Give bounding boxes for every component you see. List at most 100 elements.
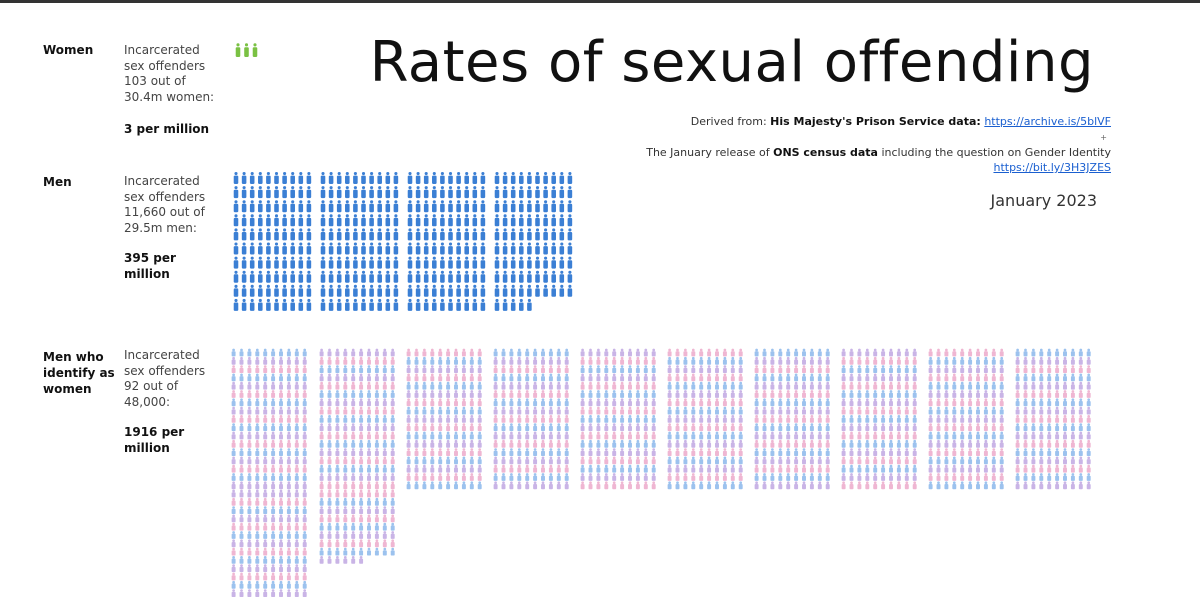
transwomen-person-icon: [794, 448, 799, 456]
men-person-icon: [472, 214, 478, 227]
transwomen-person-icon: [651, 348, 656, 357]
transwomen-person-icon: [1078, 481, 1083, 490]
transwomen-person-icon: [952, 448, 957, 456]
transwomen-person-icon: [1086, 348, 1091, 357]
transwomen-person-icon: [343, 373, 348, 382]
transwomen-person-icon: [635, 348, 640, 357]
transwomen-person-icon: [327, 506, 332, 514]
source-suffix: including the question on Gender Identit…: [877, 146, 1111, 159]
transwomen-person-icon: [1047, 356, 1052, 365]
transwomen-person-icon: [762, 365, 767, 373]
transwomen-person-icon: [825, 456, 830, 465]
transwomen-person-icon: [359, 373, 364, 382]
men-person-icon: [266, 172, 271, 184]
source-link-archive[interactable]: https://archive.is/5blVF: [984, 115, 1111, 128]
transwomen-person-icon: [548, 348, 553, 357]
transwomen-person-icon: [255, 381, 260, 390]
transwomen-person-icon: [1023, 473, 1028, 481]
transwomen-person-icon: [1070, 365, 1075, 373]
transwomen-person-icon: [881, 464, 886, 473]
men-person-icon: [320, 270, 326, 283]
transwomen-person-icon: [343, 415, 348, 423]
source-line-2: The January release of ONS census data i…: [646, 146, 1111, 160]
men-person-icon: [567, 186, 573, 199]
men-person-icon: [456, 200, 461, 213]
transwomen-person-icon: [533, 439, 538, 448]
transwomen-person-icon: [414, 365, 419, 373]
transwomen-person-icon: [786, 415, 791, 423]
source-prefix: The January release of: [646, 146, 774, 159]
transwomen-person-icon: [999, 398, 1004, 407]
transwomen-person-icon: [841, 373, 846, 382]
transwomen-person-icon: [730, 365, 735, 373]
men-person-icon: [282, 214, 287, 227]
transwomen-person-icon: [596, 390, 601, 398]
transwomen-person-icon: [762, 448, 767, 456]
transwomen-person-icon: [675, 439, 680, 448]
transwomen-person-icon: [968, 448, 973, 456]
transwomen-person-icon: [517, 381, 522, 390]
transwomen-person-icon: [628, 415, 632, 423]
transwomen-person-icon: [754, 439, 759, 448]
transwomen-person-icon: [302, 580, 307, 589]
transwomen-person-icon: [881, 348, 886, 357]
transwomen-person-icon: [683, 481, 688, 490]
transwomen-person-icon: [770, 415, 775, 423]
transwomen-person-icon: [825, 439, 830, 448]
transwomen-person-icon: [722, 356, 727, 365]
transwomen-person-icon: [722, 464, 727, 473]
men-person-icon: [328, 228, 334, 241]
men-person-icon: [249, 214, 255, 227]
transwomen-person-icon: [612, 348, 617, 357]
men-person-icon: [535, 284, 540, 297]
transwomen-person-icon: [390, 514, 395, 523]
transwomen-person-icon: [430, 390, 435, 398]
men-person-icon: [241, 256, 247, 269]
transwomen-person-icon: [390, 415, 395, 423]
transwomen-person-icon: [707, 473, 712, 481]
transwomen-person-icon: [865, 481, 870, 490]
transwomen-person-icon: [1063, 373, 1067, 382]
transwomen-person-icon: [944, 415, 949, 423]
transwomen-person-icon: [302, 539, 307, 548]
transwomen-person-icon: [247, 390, 252, 398]
transwomen-person-icon: [1039, 406, 1044, 415]
transwomen-person-icon: [1086, 390, 1091, 398]
transwomen-person-icon: [1023, 365, 1028, 373]
transwomen-person-icon: [912, 415, 917, 423]
transwomen-person-icon: [928, 439, 933, 448]
men-person-icon: [527, 298, 532, 311]
men-person-icon: [494, 298, 500, 311]
transwomen-person-icon: [580, 473, 585, 481]
transwomen-person-icon: [461, 373, 466, 382]
men-person-icon: [282, 270, 287, 283]
men-person-icon: [393, 256, 399, 269]
transwomen-person-icon: [454, 398, 458, 407]
transwomen-person-icon: [873, 381, 878, 390]
transwomen-person-icon: [643, 423, 648, 432]
transwomen-person-icon: [588, 431, 593, 440]
transwomen-person-icon: [374, 423, 379, 432]
transwomen-person-icon: [1070, 356, 1075, 365]
transwomen-person-icon: [596, 406, 601, 415]
transwomen-person-icon: [628, 406, 632, 415]
transwomen-person-icon: [857, 348, 862, 357]
transwomen-person-icon: [335, 556, 340, 564]
men-person-icon: [369, 186, 374, 199]
transwomen-person-icon: [960, 356, 965, 365]
men-person-icon: [480, 200, 486, 213]
source-link-census[interactable]: https://bit.ly/3H3JZES: [993, 161, 1111, 174]
transwomen-person-icon: [263, 423, 268, 432]
transwomen-person-icon: [430, 431, 435, 440]
transwomen-person-icon: [999, 464, 1004, 473]
transwomen-person-icon: [1078, 406, 1083, 415]
transwomen-person-icon: [374, 522, 379, 531]
transwomen-person-icon: [825, 481, 830, 490]
transwomen-person-icon: [596, 431, 601, 440]
transwomen-person-icon: [382, 439, 387, 448]
transwomen-person-icon: [912, 381, 917, 390]
transwomen-person-icon: [367, 373, 371, 382]
men-person-icon: [510, 186, 516, 199]
transwomen-person-icon: [231, 547, 236, 556]
transwomen-person-icon: [390, 456, 395, 465]
